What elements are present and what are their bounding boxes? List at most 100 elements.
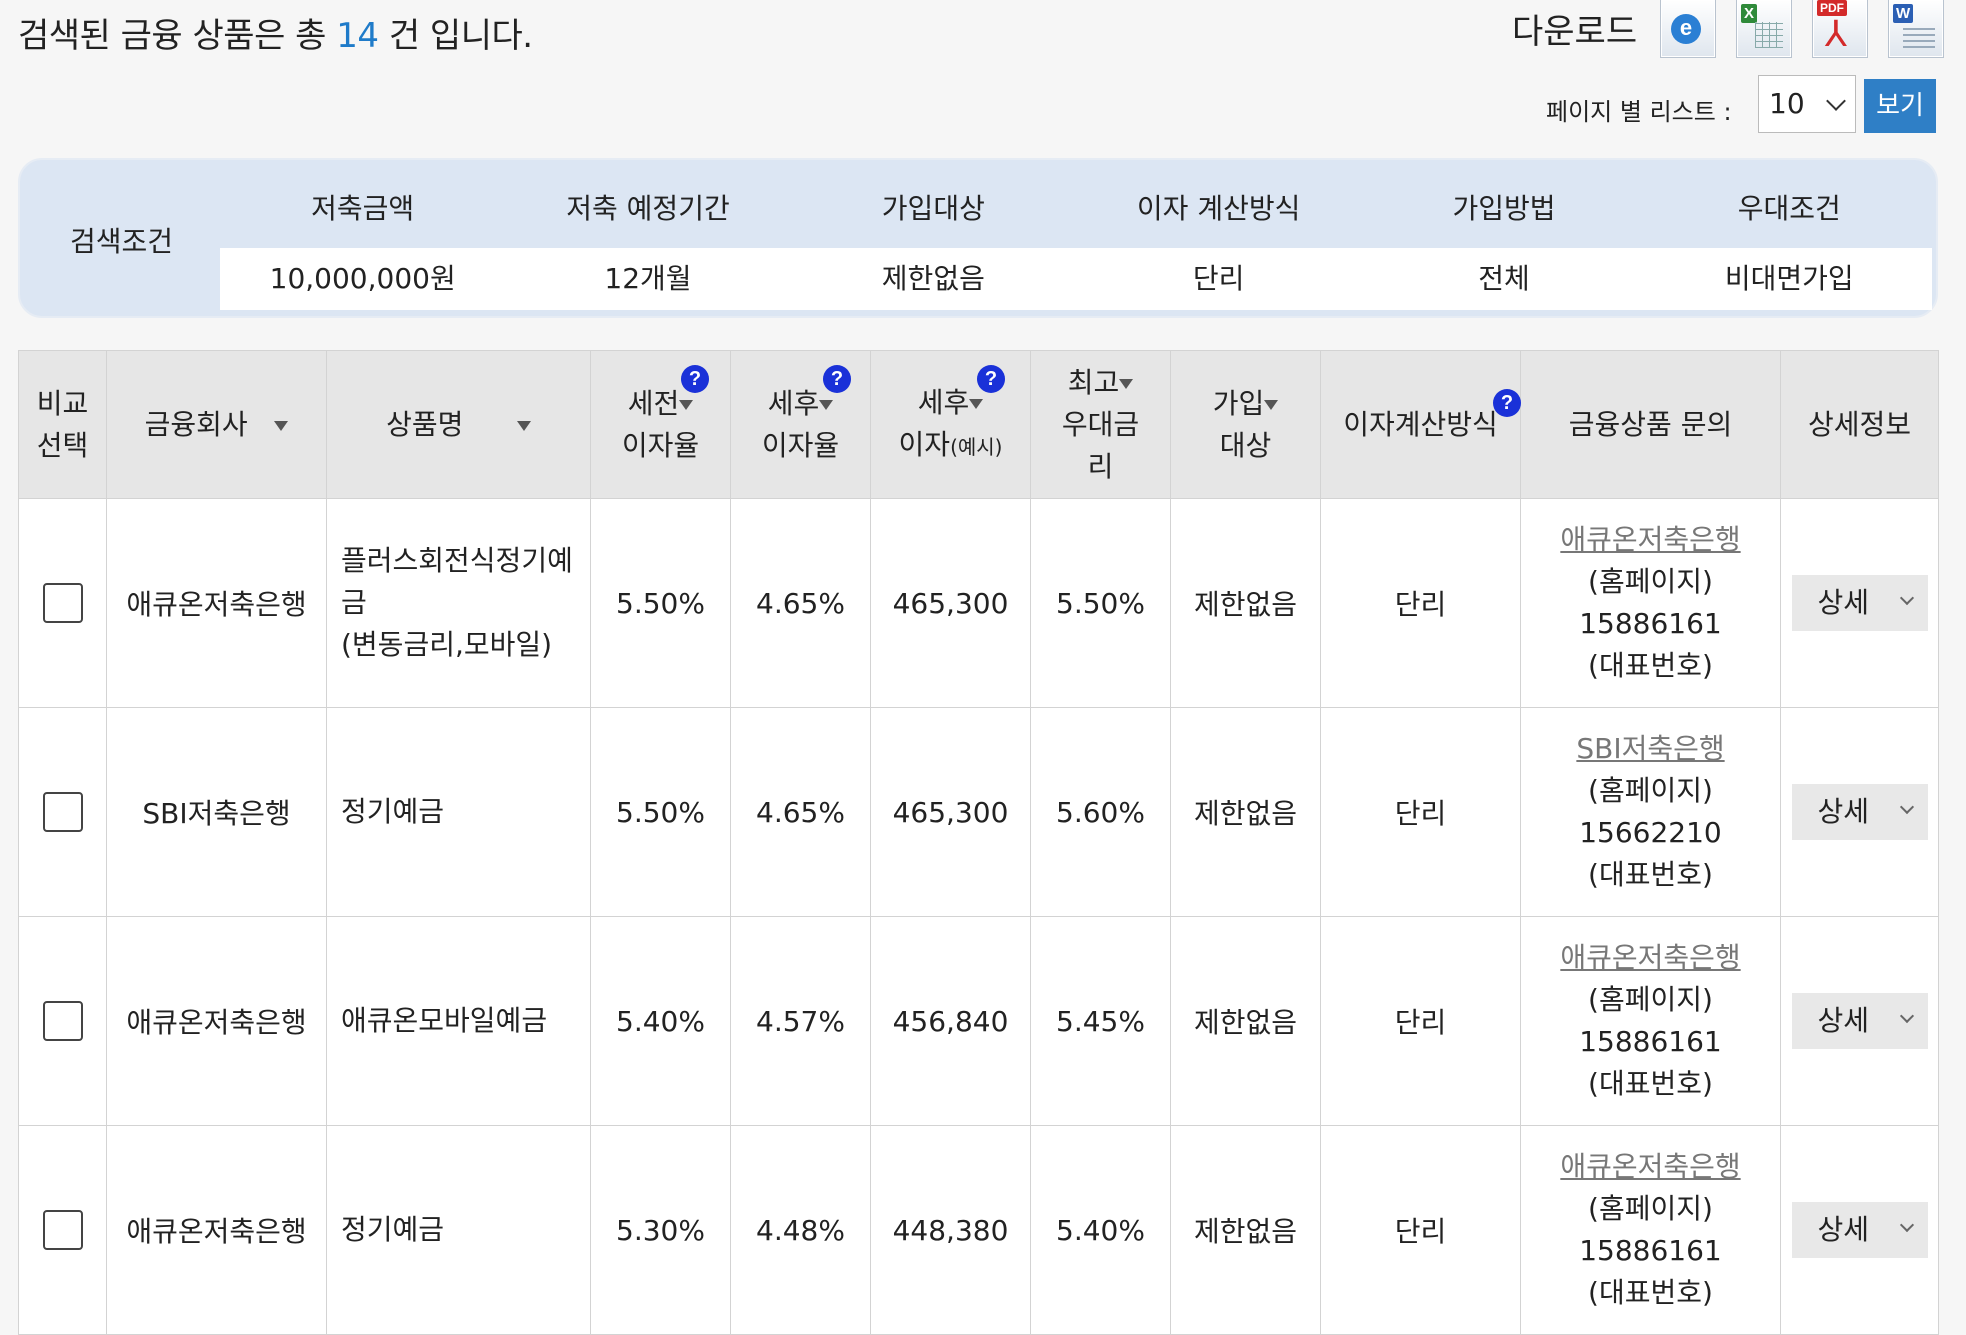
compare-checkbox[interactable]	[42, 792, 83, 832]
header-method: 이자계산방식 ?	[1320, 350, 1521, 499]
condition-value: 제한없음	[881, 262, 985, 295]
inquiry-cell: 애큐온저축은행 (홈페이지) 15886161 (대표번호)	[1520, 916, 1781, 1126]
chevron-down-icon	[1899, 799, 1914, 815]
header-aftertax-rate[interactable]: ? 세후 이자율	[730, 350, 871, 499]
bank-homepage-link[interactable]: 애큐온저축은행	[1560, 941, 1741, 974]
chevron-down-icon	[1899, 590, 1914, 606]
word-icon[interactable]: W	[1888, 0, 1944, 58]
detail-button[interactable]: 상세	[1791, 784, 1928, 840]
detail-button[interactable]: 상세	[1791, 575, 1928, 631]
bank-homepage-link[interactable]: 애큐온저축은행	[1560, 523, 1741, 556]
condition-header: 가입방법	[1452, 192, 1556, 225]
table-row: 애큐온저축은행 정기예금 5.30% 4.48% 448,380 5.40% 제…	[18, 1125, 1939, 1335]
phone-number: 15662210	[1579, 816, 1722, 849]
conditions-label: 검색조건	[70, 225, 174, 258]
condition-header: 가입대상	[881, 192, 985, 225]
pretax-rate-cell: 5.50%	[590, 498, 731, 708]
compare-checkbox[interactable]	[42, 1210, 83, 1250]
header-max-rate[interactable]: 최고 우대금 리	[1030, 350, 1171, 499]
help-icon[interactable]: ?	[977, 365, 1005, 393]
help-icon[interactable]: ?	[823, 365, 851, 393]
help-icon[interactable]: ?	[1493, 389, 1521, 417]
results-table: 비교 선택 금융회사 상품명 ? 세전 이자율 ? 세후 이자율 ? 세후 이자(예시)	[18, 350, 1939, 1335]
condition-value: 비대면가입	[1724, 262, 1854, 295]
condition-header: 우대조건	[1737, 192, 1841, 225]
sort-down-icon[interactable]	[516, 420, 531, 431]
product-cell: 정기예금	[326, 1125, 591, 1335]
compare-cell	[18, 916, 107, 1126]
sort-down-icon[interactable]	[274, 420, 289, 431]
company-cell: 애큐온저축은행	[106, 1125, 327, 1335]
sort-down-icon[interactable]	[969, 398, 984, 409]
per-page-label: 페이지 별 리스트 :	[1546, 98, 1732, 126]
max-rate-cell: 5.60%	[1030, 707, 1171, 917]
sort-down-icon[interactable]	[1119, 378, 1134, 389]
product-cell: 애큐온모바일예금	[326, 916, 591, 1126]
table-row: 애큐온저축은행 애큐온모바일예금 5.40% 4.57% 456,840 5.4…	[18, 916, 1939, 1126]
target-cell: 제한없음	[1170, 498, 1321, 708]
help-icon[interactable]: ?	[681, 365, 709, 393]
header-target[interactable]: 가입 대상	[1170, 350, 1321, 499]
detail-cell: 상세	[1780, 498, 1939, 708]
condition-header: 이자 계산방식	[1136, 192, 1301, 225]
max-rate-cell: 5.40%	[1030, 1125, 1171, 1335]
company-cell: SBI저축은행	[106, 707, 327, 917]
target-cell: 제한없음	[1170, 707, 1321, 917]
header-compare: 비교 선택	[18, 350, 107, 499]
bank-homepage-link[interactable]: 애큐온저축은행	[1560, 1150, 1741, 1183]
header-product[interactable]: 상품명	[326, 350, 591, 499]
header-inquiry: 금융상품 문의	[1520, 350, 1781, 499]
phone-number: 15886161	[1579, 607, 1722, 640]
result-count: 14	[336, 16, 379, 56]
aftertax-rate-cell: 4.65%	[730, 498, 871, 708]
inquiry-cell: 애큐온저축은행 (홈페이지) 15886161 (대표번호)	[1520, 1125, 1781, 1335]
header-detail: 상세정보	[1780, 350, 1939, 499]
result-prefix: 검색된 금융 상품은 총	[18, 16, 326, 56]
product-cell: 플러스회전식정기예금 (변동금리,모바일)	[326, 498, 591, 708]
method-cell: 단리	[1320, 498, 1521, 708]
sort-down-icon[interactable]	[1264, 399, 1279, 410]
bank-homepage-link[interactable]: SBI저축은행	[1576, 732, 1725, 765]
header-company[interactable]: 금융회사	[106, 350, 327, 499]
compare-checkbox[interactable]	[42, 1001, 83, 1041]
download-label: 다운로드	[1512, 12, 1638, 52]
method-cell: 단리	[1320, 1125, 1521, 1335]
interest-cell: 465,300	[870, 498, 1031, 708]
condition-value: 10,000,000원	[269, 262, 456, 295]
table-row: SBI저축은행 정기예금 5.50% 4.65% 465,300 5.60% 제…	[18, 707, 1939, 917]
sort-down-icon[interactable]	[819, 399, 834, 410]
ie-icon[interactable]: e	[1660, 0, 1716, 58]
company-cell: 애큐온저축은행	[106, 916, 327, 1126]
compare-checkbox[interactable]	[42, 583, 83, 623]
result-summary: 검색된 금융 상품은 총 14 건 입니다.	[18, 8, 533, 57]
compare-cell	[18, 1125, 107, 1335]
detail-button[interactable]: 상세	[1791, 993, 1928, 1049]
per-page-select[interactable]: 10	[1758, 75, 1856, 133]
condition-value: 12개월	[604, 262, 692, 295]
phone-number: 15886161	[1579, 1025, 1722, 1058]
detail-button[interactable]: 상세	[1791, 1202, 1928, 1258]
view-button[interactable]: 보기	[1864, 79, 1936, 133]
interest-cell: 465,300	[870, 707, 1031, 917]
table-row: 애큐온저축은행 플러스회전식정기예금 (변동금리,모바일) 5.50% 4.65%…	[18, 498, 1939, 708]
table-header-row: 비교 선택 금융회사 상품명 ? 세전 이자율 ? 세후 이자율 ? 세후 이자(예시)	[18, 350, 1939, 499]
pretax-rate-cell: 5.30%	[590, 1125, 731, 1335]
excel-icon[interactable]: X	[1736, 0, 1792, 58]
pdf-icon[interactable]: PDF ⅄	[1812, 0, 1868, 58]
aftertax-rate-cell: 4.48%	[730, 1125, 871, 1335]
detail-cell: 상세	[1780, 916, 1939, 1126]
header-pretax-rate[interactable]: ? 세전 이자율	[590, 350, 731, 499]
per-page-value: 10	[1769, 87, 1805, 120]
conditions-value-row: 10,000,000원 12개월 제한없음 단리 전체 비대면가입	[220, 248, 1932, 310]
condition-value: 전체	[1478, 262, 1530, 295]
chevron-down-icon	[1826, 91, 1846, 111]
inquiry-cell: 애큐온저축은행 (홈페이지) 15886161 (대표번호)	[1520, 498, 1781, 708]
sort-down-icon[interactable]	[679, 399, 694, 410]
condition-header: 저축금액	[311, 192, 415, 225]
header-aftertax-interest[interactable]: ? 세후 이자(예시)	[870, 350, 1031, 499]
compare-cell	[18, 498, 107, 708]
condition-header: 저축 예정기간	[566, 192, 730, 225]
company-cell: 애큐온저축은행	[106, 498, 327, 708]
max-rate-cell: 5.45%	[1030, 916, 1171, 1126]
aftertax-rate-cell: 4.57%	[730, 916, 871, 1126]
